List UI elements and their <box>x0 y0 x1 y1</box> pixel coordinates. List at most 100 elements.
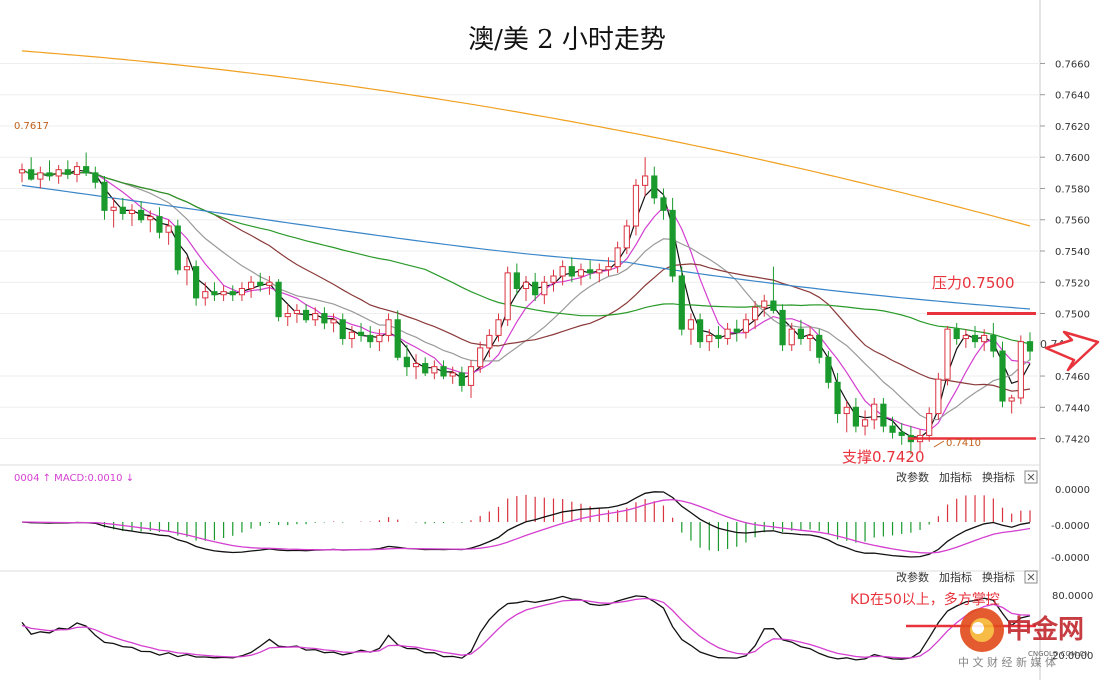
kd-btn-params[interactable]: 改参数 <box>896 570 929 584</box>
candle <box>147 210 154 233</box>
candle <box>990 322 997 358</box>
candle <box>697 313 704 348</box>
candle <box>321 307 328 330</box>
candle <box>183 257 191 286</box>
candle <box>513 263 520 295</box>
ma-green-line <box>21 169 1031 345</box>
annotations: 压力0.7500 支撑0.7420 0.7410 0.74 <box>842 274 1100 466</box>
macd-close-icon[interactable] <box>1024 470 1038 484</box>
chart-title: 澳/美 2 小时走势 <box>468 25 666 55</box>
macd-dea-line <box>21 498 1031 554</box>
candle <box>367 326 374 348</box>
kd-panel: 改参数 加指标 换指标 80.0000 20.0000 KD在50以上，多方掌控 <box>21 570 1093 662</box>
macd-histogram <box>30 494 1031 552</box>
candle <box>422 357 429 377</box>
candle <box>330 313 337 333</box>
y-tick-label: 0.7440 <box>1055 403 1090 414</box>
candle <box>834 372 841 423</box>
candle <box>971 326 979 348</box>
macd-panel: 0004 ↑ MACD:0.0010 ↓ 改参数 加指标 换指标 0.0000 … <box>14 470 1090 564</box>
direction-arrow-icon <box>1044 330 1100 372</box>
y-tick-label: 0.7420 <box>1055 435 1090 446</box>
candle <box>962 329 969 348</box>
kd-btn-switch[interactable]: 换指标 <box>982 570 1015 584</box>
candle <box>706 329 713 352</box>
candle <box>101 175 108 220</box>
y-tick-label: 0.7660 <box>1055 59 1090 70</box>
candle <box>577 263 585 286</box>
candle <box>550 269 557 292</box>
y-tick-label: 0.7580 <box>1055 184 1090 195</box>
candle <box>632 179 640 236</box>
macd-btn-params[interactable]: 改参数 <box>896 470 929 484</box>
candle <box>935 372 942 420</box>
candle <box>825 351 832 389</box>
macd-tick-2: -0.0000 <box>1051 553 1090 564</box>
candle <box>1008 394 1015 414</box>
candle <box>715 326 722 348</box>
candle <box>651 166 658 205</box>
macd-btn-add[interactable]: 加指标 <box>939 470 972 484</box>
candle <box>55 165 62 184</box>
candle <box>486 329 493 358</box>
candle <box>348 326 355 348</box>
y-tick-label: 0.7560 <box>1055 216 1090 227</box>
left-price-label: 0.7617 <box>14 121 49 132</box>
chart-frame <box>0 0 1041 680</box>
candle <box>449 366 456 384</box>
candle <box>339 313 346 345</box>
candle <box>119 197 126 220</box>
ma-short-line <box>21 169 1031 439</box>
candle <box>312 307 319 327</box>
candle <box>770 266 777 314</box>
y-tick-label: 0.7500 <box>1055 310 1090 321</box>
candle <box>926 407 933 442</box>
support-label: 支撑0.7420 <box>842 448 925 466</box>
candlesticks <box>18 152 1034 455</box>
candle <box>642 157 649 197</box>
cngold-watermark: 中金网 CNGOLD.COM.CN 中 文 财 经 新 媒 体 <box>958 608 1089 669</box>
candle <box>806 326 814 352</box>
candle <box>522 276 530 302</box>
candle <box>284 304 291 327</box>
watermark-tagline: 中 文 财 经 新 媒 体 <box>958 655 1056 669</box>
candle <box>1017 335 1024 405</box>
y-tick-label: 0.7620 <box>1055 122 1090 133</box>
kd-close-icon[interactable] <box>1024 570 1038 584</box>
candle <box>788 322 795 352</box>
candle <box>247 276 255 298</box>
candle <box>458 366 465 392</box>
candle <box>37 166 44 189</box>
candle <box>385 313 392 342</box>
candle <box>110 197 117 228</box>
candle <box>660 188 667 220</box>
candle <box>843 401 850 433</box>
candle <box>687 313 695 345</box>
candle <box>669 197 676 283</box>
candle <box>431 360 438 380</box>
candle <box>587 260 594 280</box>
candle <box>138 200 145 223</box>
candle <box>733 319 740 342</box>
low-marker-arrow <box>933 440 945 448</box>
candle <box>504 266 511 327</box>
candle <box>229 285 236 302</box>
candle <box>614 241 621 273</box>
candle <box>944 326 951 386</box>
macd-btn-switch[interactable]: 换指标 <box>982 470 1015 484</box>
candle <box>596 263 603 283</box>
candle <box>761 294 768 317</box>
candle <box>797 319 805 345</box>
candle <box>357 322 365 342</box>
candle <box>623 219 630 255</box>
macd-tick-0: 0.0000 <box>1055 485 1090 496</box>
macd-dif-line <box>21 491 1031 558</box>
kd-tick-80: 80.0000 <box>1052 591 1093 602</box>
candle <box>73 161 81 183</box>
candle <box>541 276 548 305</box>
candle <box>165 219 172 245</box>
candle <box>266 276 273 295</box>
kd-btn-add[interactable]: 加指标 <box>939 570 972 584</box>
candle <box>376 329 383 352</box>
